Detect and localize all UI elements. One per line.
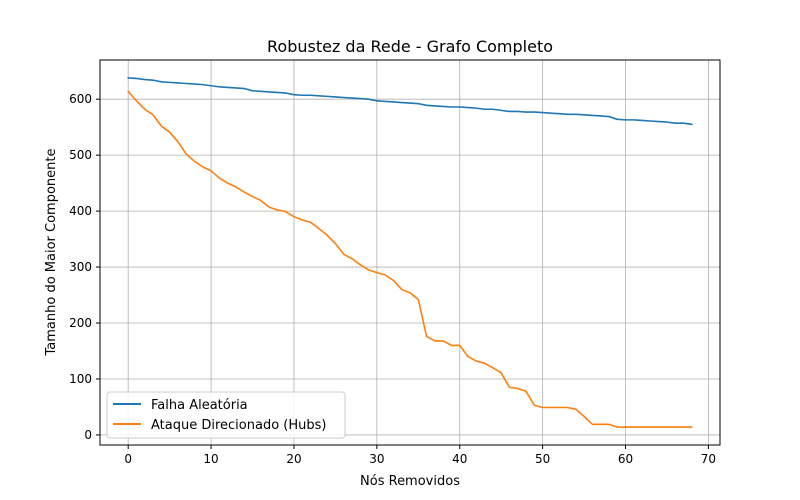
legend: Falha Aleatória Ataque Direcionado (Hubs… [106, 391, 346, 439]
series-line-ataque-direcionado [127, 90, 693, 428]
x-tick-label: 40 [452, 452, 467, 466]
y-tick-label: 600 [69, 92, 92, 106]
y-tick-label: 300 [69, 260, 92, 274]
x-tick-label: 70 [701, 452, 716, 466]
x-tick-label: 0 [124, 452, 132, 466]
series-lines [127, 77, 693, 428]
y-tick-label: 400 [69, 204, 92, 218]
x-tick-label: 60 [618, 452, 633, 466]
chart-title: Robustez da Rede - Grafo Completo [267, 37, 553, 56]
y-tick-label: 100 [69, 372, 92, 386]
y-tick-label: 0 [84, 428, 92, 442]
x-tick-label: 20 [286, 452, 301, 466]
plot-area-frame [99, 59, 721, 446]
legend-label-ataque-direcionado: Ataque Direcionado (Hubs) [151, 418, 326, 433]
x-axis-ticks: 0 10 20 30 40 50 60 70 [124, 445, 716, 466]
legend-label-falha-aleatoria: Falha Aleatória [151, 398, 248, 413]
series-line-falha-aleatoria [127, 77, 693, 126]
y-tick-label: 200 [69, 316, 92, 330]
x-tick-label: 30 [369, 452, 384, 466]
y-tick-label: 500 [69, 148, 92, 162]
legend-box [106, 391, 346, 439]
x-tick-label: 50 [535, 452, 550, 466]
x-axis-label: Nós Removidos [360, 474, 460, 489]
grid-lines [100, 60, 720, 445]
y-axis-label: Tamanho do Maior Componente [44, 149, 59, 357]
x-tick-label: 10 [203, 452, 218, 466]
y-axis-ticks: 0 100 200 300 400 500 600 [69, 92, 100, 442]
